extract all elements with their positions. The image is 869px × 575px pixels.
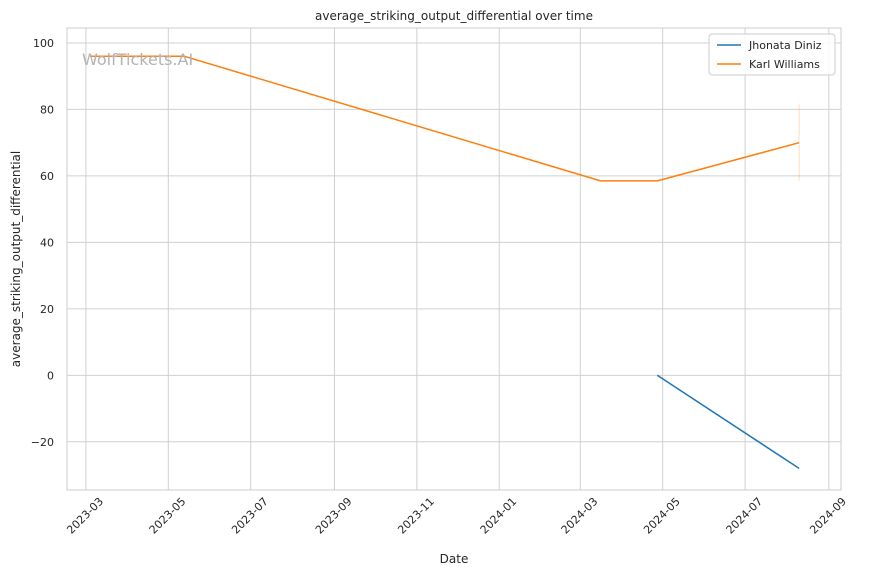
x-tick-label: 2024-03 bbox=[559, 495, 601, 537]
x-tick-label: 2023-09 bbox=[313, 495, 355, 537]
x-axis-title: Date bbox=[440, 552, 469, 566]
chart-title: average_striking_output_differential ove… bbox=[315, 9, 593, 23]
y-tick-label: 80 bbox=[40, 103, 54, 116]
legend: Jhonata Diniz Karl Williams bbox=[708, 33, 836, 76]
legend-label: Karl Williams bbox=[749, 58, 820, 71]
y-gridlines bbox=[67, 42, 841, 443]
x-tick-label: 2024-09 bbox=[807, 495, 849, 537]
series-layer bbox=[90, 55, 800, 470]
x-gridlines bbox=[85, 28, 830, 490]
y-tick-label: 60 bbox=[40, 170, 54, 183]
x-tick-label: 2024-05 bbox=[641, 495, 683, 537]
y-tick-label: 0 bbox=[47, 369, 54, 382]
x-tick-labels: 2023-03 2023-05 2023-07 2023-09 2023-11 2024-… bbox=[64, 495, 849, 537]
plot-frame bbox=[66, 27, 842, 491]
legend-label: Jhonata Diniz bbox=[748, 39, 822, 52]
x-tick-label: 2023-05 bbox=[147, 495, 189, 537]
x-tick-label: 2023-07 bbox=[229, 495, 271, 537]
x-tick-label: 2023-11 bbox=[395, 495, 437, 537]
y-tick-labels: 100 80 60 40 20 0 −20 bbox=[31, 37, 54, 449]
series-line bbox=[656, 374, 800, 470]
x-tick-label: 2024-07 bbox=[724, 495, 766, 537]
y-tick-label: −20 bbox=[31, 436, 54, 449]
y-tick-label: 40 bbox=[40, 236, 54, 249]
x-tick-label: 2024-01 bbox=[478, 495, 520, 537]
y-tick-label: 100 bbox=[33, 37, 54, 50]
series-line bbox=[90, 55, 800, 182]
y-axis-title: average_striking_output_differential bbox=[9, 151, 23, 367]
y-tick-label: 20 bbox=[40, 303, 54, 316]
watermark-text: WolfTickets.AI bbox=[82, 50, 193, 69]
plot-background bbox=[67, 28, 841, 490]
x-tick-label: 2023-03 bbox=[64, 495, 106, 537]
